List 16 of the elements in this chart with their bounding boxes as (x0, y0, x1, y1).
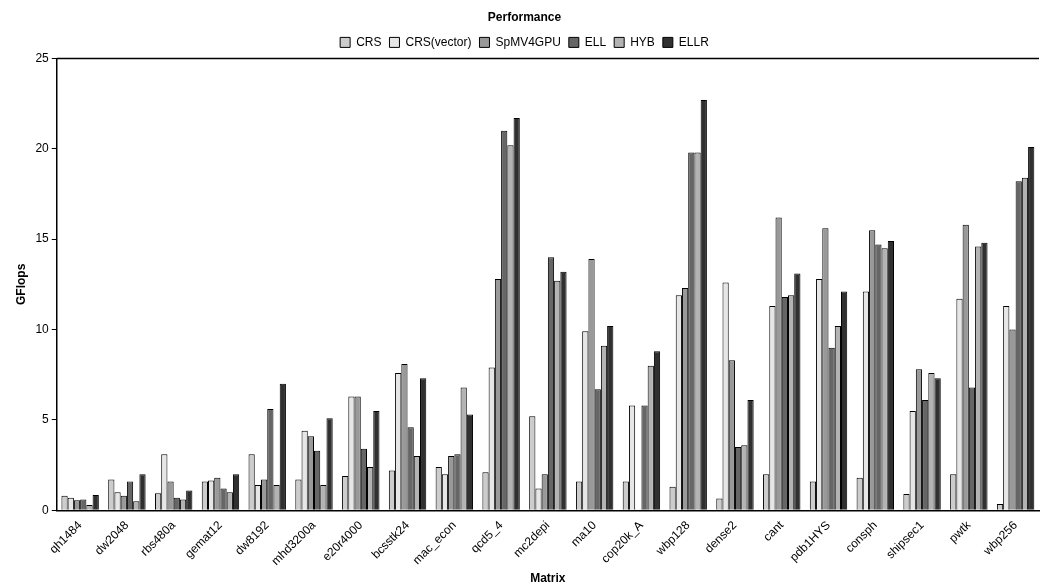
y-tick-label: 10 (35, 321, 50, 336)
legend-label: HYB (630, 34, 655, 49)
legend-label: CRS (356, 34, 382, 49)
legend-label: CRS(vector) (405, 34, 472, 49)
legend-label: ELLR (678, 34, 710, 49)
legend-label: SpMV4GPU (495, 34, 561, 49)
y-tick-label: 5 (42, 412, 50, 427)
x-tick-label: cant (760, 517, 787, 544)
y-tick-label: 20 (35, 141, 50, 156)
chart-title: Performance (487, 9, 562, 24)
legend-label: ELL (584, 34, 607, 49)
y-tick-label: 0 (42, 502, 50, 517)
y-tick-label: 25 (35, 50, 50, 65)
x-axis-title: Matrix (530, 571, 566, 586)
y-tick-label: 15 (35, 231, 50, 246)
y-axis-title: GFlops (13, 263, 28, 306)
